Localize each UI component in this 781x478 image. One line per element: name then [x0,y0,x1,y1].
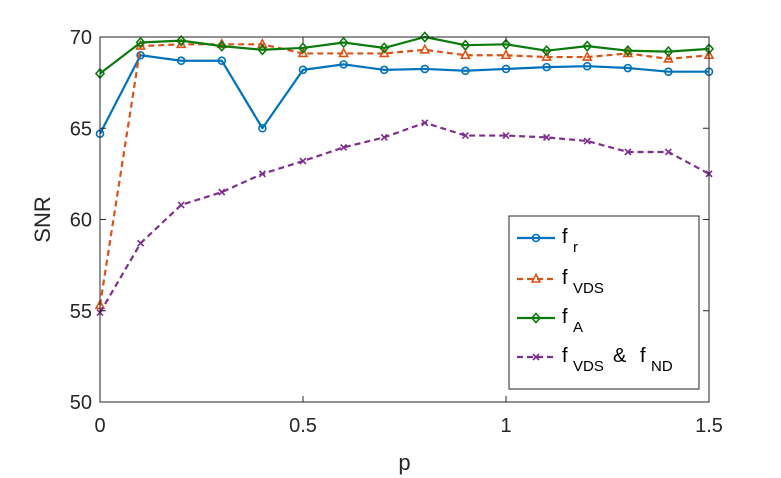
data-point [582,61,592,71]
y-tick-label: 55 [70,301,92,323]
data-point [500,38,512,51]
data-point [257,38,268,49]
data-point [379,42,390,54]
x-tick-label: 0.5 [289,415,317,437]
data-point [137,239,145,247]
data-point [380,133,388,141]
data-point [663,52,674,63]
data-point [460,39,471,51]
series-layer [94,31,715,317]
legend-label: f [562,226,568,248]
data-point [379,65,389,75]
legend-marker [530,312,542,324]
data-point [258,123,267,133]
legend-label: f [562,306,568,328]
y-tick-label: 65 [70,118,92,140]
data-point [176,56,186,66]
data-point [500,49,512,60]
series-3 [96,119,713,317]
data-point [378,47,390,58]
legend-subscript: r [573,239,578,256]
legend-subscript-2: ND [651,358,673,375]
data-point [339,60,348,69]
data-point [461,131,469,140]
data-point [419,31,430,43]
x-tick-label: 1 [500,415,511,437]
data-point [664,148,672,156]
data-point [338,36,349,49]
legend-subscript: VDS [573,280,604,297]
data-point [421,119,429,127]
data-point [218,188,226,196]
data-point [622,44,633,57]
x-tick-label: 0 [94,415,105,437]
data-point [420,64,430,74]
data-point [340,143,348,151]
series-line [99,121,710,314]
data-point [176,34,187,47]
data-point [419,43,431,54]
y-axis-label: SNR [30,196,55,242]
data-point [299,157,307,165]
legend-item-3: f VDS & f ND [517,345,673,375]
ticks-layer: 0 0.5 1 1.5 50 55 60 65 70 [70,27,723,437]
data-point [177,201,185,209]
data-point [216,40,227,52]
x-axis-label: p [398,450,410,475]
series-line [99,35,710,75]
data-point [135,36,146,49]
legend-marker [532,353,540,361]
data-point [543,133,551,141]
y-tick-label: 60 [70,210,92,232]
data-point [502,131,510,140]
data-point [501,64,511,74]
data-point [542,62,551,72]
legend-label: f [562,267,568,289]
legend-label-2: f [640,345,646,367]
x-tick-label: 1.5 [695,415,723,437]
series-line [99,54,709,135]
data-point [461,66,470,76]
data-point [217,56,227,66]
data-point [298,65,308,75]
data-point [541,50,552,61]
data-point [136,50,145,60]
data-point [663,45,674,58]
legend-subscript: VDS [573,358,604,375]
data-point [460,49,471,60]
legend-marker [530,272,542,283]
y-tick-label: 50 [70,392,92,414]
legend-marker [531,233,541,243]
data-point [582,40,593,52]
data-point [257,44,268,56]
legend-item-1: f VDS [517,267,604,297]
legend-subscript: A [573,319,583,336]
series-2 [94,31,715,80]
data-point [581,50,593,61]
data-point [583,137,591,145]
data-point [297,42,309,54]
data-point [624,148,632,156]
data-point [664,67,673,76]
legend-box [508,215,700,390]
data-point [623,63,633,73]
data-point [541,44,552,57]
y-tick-label: 70 [70,27,92,49]
data-point [338,47,349,58]
legend-connector: & [613,345,627,367]
data-point [297,47,309,58]
data-point [258,170,266,178]
legend-label: f [562,345,568,367]
